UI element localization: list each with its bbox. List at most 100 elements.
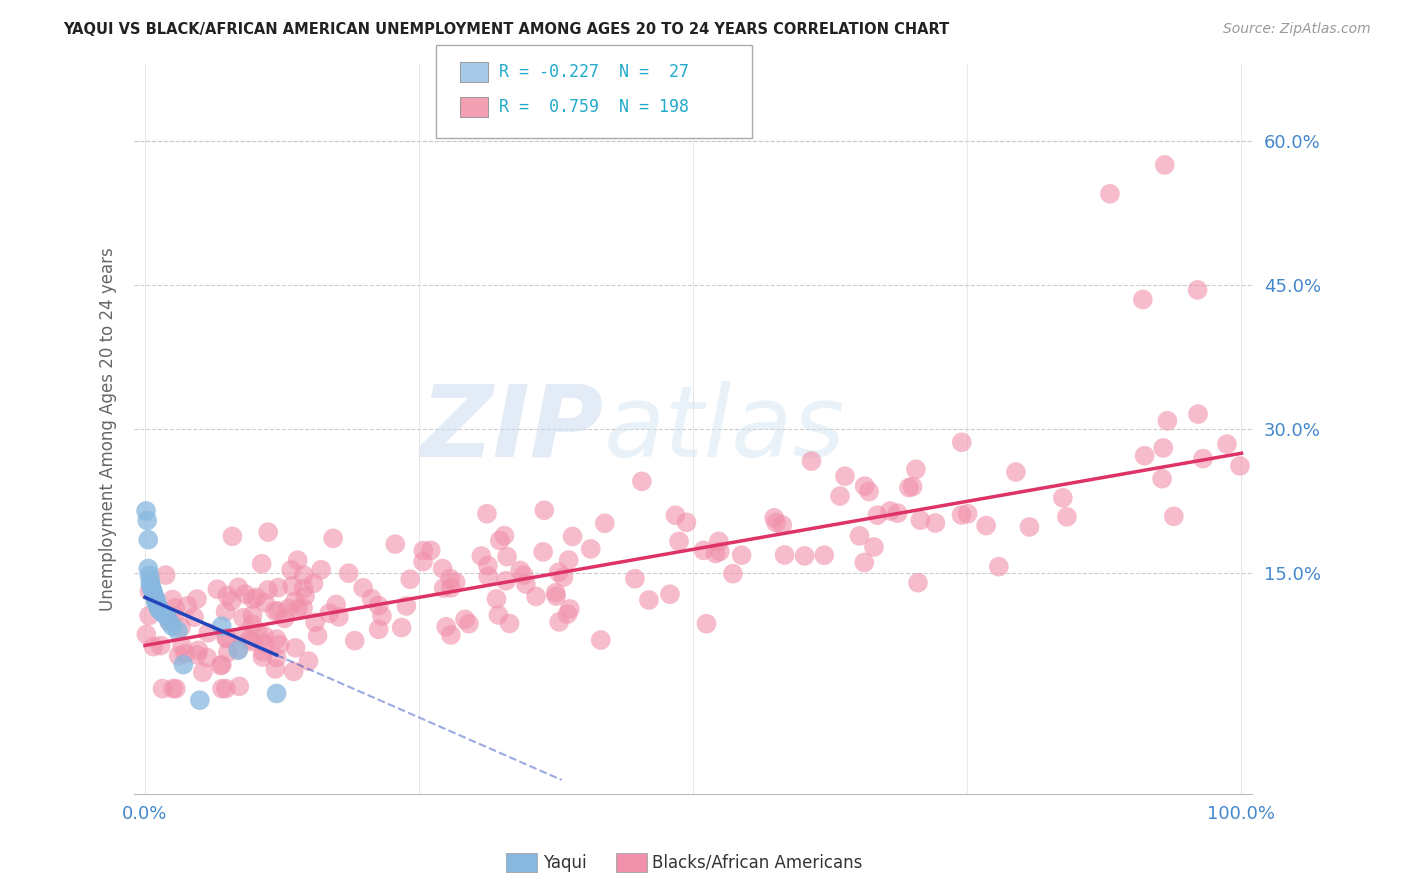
Point [547, 566, 569, 580]
Point [167, 648, 190, 663]
Point [399, 572, 422, 586]
Point [252, 650, 274, 665]
Text: Blacks/African Americans: Blacks/African Americans [652, 854, 863, 871]
Point [232, 611, 254, 625]
Y-axis label: Unemployment Among Ages 20 to 24 years: Unemployment Among Ages 20 to 24 years [100, 247, 117, 611]
Point [956, 507, 979, 521]
Point [1187, 283, 1209, 297]
Point [695, 616, 717, 631]
Point [548, 615, 571, 629]
Point [242, 592, 264, 607]
Point [371, 609, 394, 624]
Point [267, 604, 290, 618]
Point [470, 549, 492, 563]
Point [253, 596, 276, 610]
Point [593, 516, 616, 531]
Point [277, 601, 299, 615]
Point [910, 513, 932, 527]
Point [195, 650, 218, 665]
Point [214, 605, 236, 619]
Point [477, 558, 499, 573]
Point [352, 581, 374, 595]
Point [142, 587, 165, 601]
Point [170, 620, 193, 634]
Point [901, 479, 924, 493]
Point [475, 507, 498, 521]
Point [217, 589, 239, 603]
Point [496, 549, 519, 564]
Point [477, 569, 499, 583]
Point [668, 534, 690, 549]
Point [292, 582, 315, 596]
Point [498, 616, 520, 631]
Point [162, 619, 184, 633]
Point [1229, 458, 1251, 473]
Point [858, 484, 880, 499]
Point [239, 634, 262, 648]
Point [141, 581, 163, 595]
Point [561, 529, 583, 543]
Point [138, 568, 160, 582]
Point [987, 559, 1010, 574]
Point [284, 640, 307, 655]
Point [765, 516, 787, 530]
Point [226, 643, 249, 657]
Point [886, 506, 908, 520]
Point [228, 581, 250, 595]
Point [149, 639, 172, 653]
Point [165, 600, 187, 615]
Point [879, 504, 901, 518]
Text: R =  0.759: R = 0.759 [499, 98, 599, 116]
Point [433, 581, 456, 595]
Point [950, 508, 973, 522]
Point [367, 623, 389, 637]
Point [257, 582, 280, 597]
Point [495, 574, 517, 588]
Text: YAQUI VS BLACK/AFRICAN AMERICAN UNEMPLOYMENT AMONG AGES 20 TO 24 YEARS CORRELATI: YAQUI VS BLACK/AFRICAN AMERICAN UNEMPLOY… [63, 22, 949, 37]
Point [631, 475, 654, 489]
Point [395, 599, 418, 613]
Point [273, 611, 295, 625]
Point [343, 633, 366, 648]
Point [513, 568, 536, 582]
Point [367, 599, 389, 613]
Point [162, 681, 184, 696]
Point [692, 543, 714, 558]
Point [515, 577, 537, 591]
Text: N = 198: N = 198 [619, 98, 689, 116]
Point [813, 548, 835, 562]
Text: Source: ZipAtlas.com: Source: ZipAtlas.com [1223, 22, 1371, 37]
Point [183, 610, 205, 624]
Point [485, 591, 508, 606]
Point [384, 537, 406, 551]
Point [557, 607, 579, 621]
Point [146, 597, 169, 611]
Point [245, 591, 267, 605]
Point [257, 525, 280, 540]
Point [156, 609, 179, 624]
Point [432, 561, 454, 575]
Point [1132, 293, 1154, 307]
Point [322, 532, 344, 546]
Point [1152, 472, 1174, 486]
Point [763, 510, 786, 524]
Point [139, 578, 162, 592]
Point [675, 516, 697, 530]
Point [142, 583, 165, 598]
Point [924, 516, 946, 530]
Point [215, 632, 238, 646]
Point [292, 601, 315, 615]
Point [215, 681, 238, 696]
Point [242, 617, 264, 632]
Point [533, 503, 555, 517]
Point [440, 628, 463, 642]
Point [1192, 451, 1215, 466]
Point [292, 568, 315, 582]
Point [172, 657, 194, 672]
Point [186, 648, 208, 662]
Point [546, 589, 568, 603]
Point [267, 581, 290, 595]
Point [136, 561, 159, 575]
Point [138, 584, 160, 599]
Point [412, 555, 434, 569]
